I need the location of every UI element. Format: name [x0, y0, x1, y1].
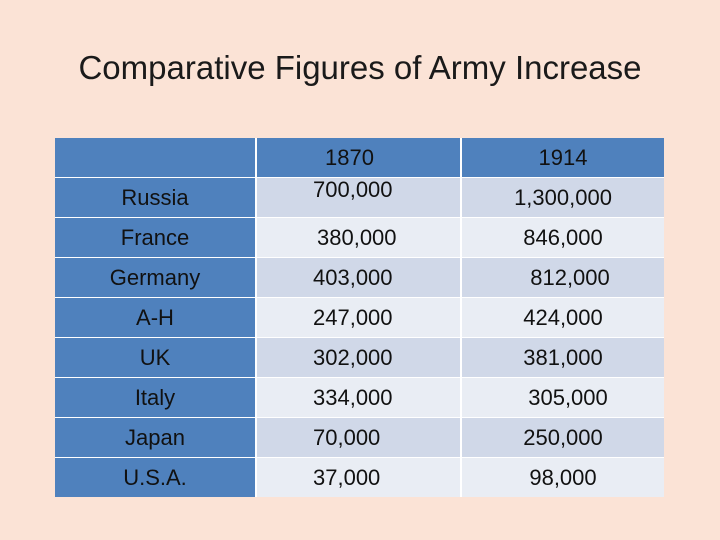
- header-1914: 1914: [461, 138, 664, 178]
- table-row: Germany 403,000 812,000: [55, 257, 664, 298]
- value-1914-cell: 98,000: [461, 457, 664, 497]
- value-1870-cell: 70,000: [256, 417, 462, 458]
- country-cell: Russia: [55, 177, 257, 218]
- value-1870-cell: 37,000: [256, 457, 462, 497]
- value-1914-cell: 424,000: [461, 297, 664, 338]
- value-1870-cell: 380,000: [256, 217, 462, 258]
- value-1914-cell: 305,000: [461, 377, 664, 418]
- value-1914-cell: 1,300,000: [461, 177, 664, 218]
- value-1870-cell: 403,000: [256, 257, 462, 298]
- table-header-row: 1870 1914: [55, 138, 664, 178]
- table-row: Russia 700,000 1,300,000: [55, 177, 664, 218]
- table-row: Japan 70,000 250,000: [55, 417, 664, 458]
- value-1914-cell: 812,000: [461, 257, 664, 298]
- table-row: U.S.A. 37,000 98,000: [55, 457, 664, 497]
- table-row: Italy 334,000 305,000: [55, 377, 664, 418]
- table-row: France 380,000 846,000: [55, 217, 664, 258]
- country-cell: A-H: [55, 297, 257, 338]
- country-cell: France: [55, 217, 257, 258]
- slide-title: Comparative Figures of Army Increase: [78, 49, 642, 86]
- value-1870-cell: 334,000: [256, 377, 462, 418]
- value-1870-cell: 302,000: [256, 337, 462, 378]
- value-1870-cell: 700,000: [256, 177, 462, 218]
- country-cell: Italy: [55, 377, 257, 418]
- value-1914-cell: 381,000: [461, 337, 664, 378]
- country-cell: UK: [55, 337, 257, 378]
- value-1914-cell: 250,000: [461, 417, 664, 458]
- header-1870: 1870: [256, 138, 462, 178]
- table-row: A-H 247,000 424,000: [55, 297, 664, 338]
- country-cell: Japan: [55, 417, 257, 458]
- header-country: [55, 138, 257, 178]
- country-cell: U.S.A.: [55, 457, 257, 497]
- table-row: UK 302,000 381,000: [55, 337, 664, 378]
- value-1914-cell: 846,000: [461, 217, 664, 258]
- country-cell: Germany: [55, 257, 257, 298]
- value-1870-cell: 247,000: [256, 297, 462, 338]
- army-figures-table: 1870 1914 Russia 700,000 1,300,000 Franc…: [55, 138, 664, 497]
